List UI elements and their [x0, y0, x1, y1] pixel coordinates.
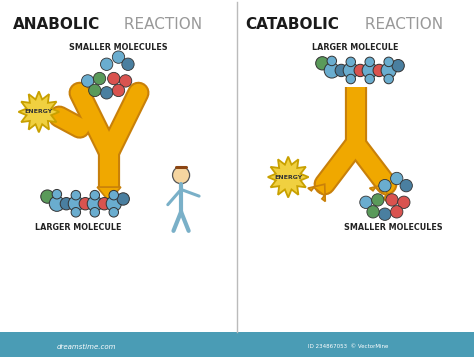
FancyBboxPatch shape [0, 332, 474, 357]
Circle shape [381, 63, 396, 78]
Circle shape [386, 194, 398, 206]
Circle shape [90, 207, 100, 217]
Circle shape [335, 64, 347, 77]
Circle shape [373, 64, 385, 77]
Circle shape [49, 196, 64, 211]
Circle shape [316, 57, 329, 70]
Circle shape [82, 75, 94, 87]
Circle shape [324, 63, 339, 78]
Circle shape [106, 196, 121, 211]
Circle shape [60, 197, 73, 210]
Circle shape [346, 74, 356, 84]
Circle shape [108, 72, 120, 85]
Circle shape [343, 63, 358, 78]
Text: ID 234867053  © VectorMine: ID 234867053 © VectorMine [308, 344, 389, 349]
Circle shape [173, 167, 190, 184]
Circle shape [68, 196, 83, 211]
Circle shape [360, 196, 372, 208]
FancyArrow shape [97, 187, 121, 201]
Circle shape [98, 197, 110, 210]
Circle shape [93, 72, 106, 85]
Circle shape [79, 197, 91, 210]
Text: LARGER MOLECULE: LARGER MOLECULE [312, 43, 399, 52]
Circle shape [71, 190, 81, 200]
Circle shape [372, 194, 384, 206]
Circle shape [117, 193, 129, 205]
FancyArrow shape [370, 184, 387, 201]
Circle shape [384, 74, 393, 84]
Circle shape [398, 196, 410, 208]
Circle shape [346, 57, 356, 67]
Circle shape [384, 57, 393, 67]
Circle shape [365, 74, 374, 84]
Circle shape [119, 75, 132, 87]
Circle shape [109, 207, 118, 217]
Circle shape [367, 206, 379, 218]
Circle shape [122, 58, 134, 70]
Text: ENERGY: ENERGY [25, 109, 53, 114]
Circle shape [362, 63, 377, 78]
Circle shape [354, 64, 366, 77]
Circle shape [100, 58, 113, 70]
Text: REACTION: REACTION [119, 17, 202, 32]
Circle shape [52, 190, 62, 199]
Circle shape [89, 84, 101, 97]
Circle shape [392, 60, 404, 72]
Circle shape [100, 87, 113, 99]
Circle shape [327, 56, 337, 66]
Text: SMALLER MOLECULES: SMALLER MOLECULES [344, 223, 443, 232]
Circle shape [87, 196, 102, 211]
Polygon shape [18, 91, 59, 132]
Text: CATABOLIC: CATABOLIC [246, 17, 339, 32]
Text: ENERGY: ENERGY [274, 175, 302, 180]
Text: SMALLER MOLECULES: SMALLER MOLECULES [69, 43, 168, 52]
FancyArrow shape [308, 184, 325, 201]
Text: LARGER MOLECULE: LARGER MOLECULE [35, 223, 121, 232]
Polygon shape [268, 157, 309, 197]
Circle shape [365, 57, 374, 67]
Circle shape [109, 190, 118, 200]
Circle shape [379, 208, 391, 220]
Circle shape [71, 207, 81, 217]
Circle shape [400, 180, 412, 192]
Text: dreamstime.com: dreamstime.com [57, 343, 117, 350]
Circle shape [90, 190, 100, 200]
Text: REACTION: REACTION [360, 17, 443, 32]
Circle shape [41, 190, 54, 203]
Circle shape [379, 180, 391, 192]
Circle shape [112, 51, 125, 63]
Text: ANABOLIC: ANABOLIC [13, 17, 100, 32]
Circle shape [391, 206, 403, 218]
Circle shape [391, 172, 403, 185]
Circle shape [112, 84, 125, 97]
